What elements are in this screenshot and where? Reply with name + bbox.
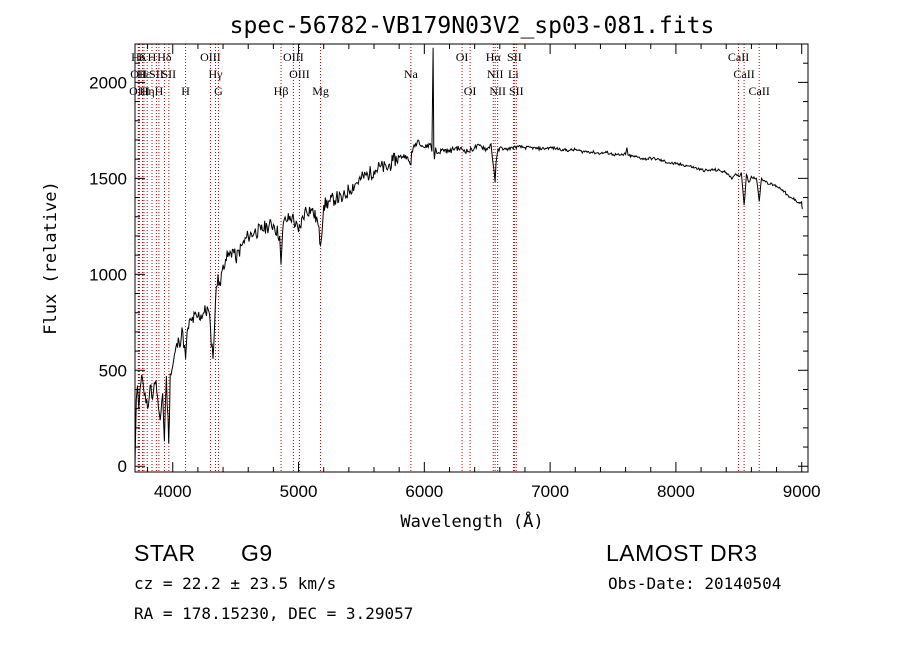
x-tick-label: 9000: [783, 482, 821, 501]
emission-line-label: NII: [489, 84, 506, 98]
object-class: STAR: [134, 540, 196, 566]
x-tick-label: 7000: [531, 482, 569, 501]
emission-line-label: H: [155, 84, 164, 98]
emission-line-label: H: [181, 84, 190, 98]
y-tick-label: 500: [99, 361, 127, 380]
spectrum-series-line: [134, 47, 803, 467]
y-tick-label: 1500: [89, 169, 127, 188]
spectral-subclass: G9: [241, 540, 273, 566]
emission-line-label: OIII: [200, 50, 221, 64]
chart-title: spec-56782-VB179N03V2_sp03-081.fits: [230, 13, 715, 39]
emission-line-label: H: [148, 50, 157, 64]
x-tick-label: 8000: [657, 482, 695, 501]
emission-line-label: SII: [162, 67, 177, 81]
emission-line-label: G: [214, 84, 223, 98]
x-tick-label: 5000: [280, 482, 318, 501]
emission-line-label: Hη: [140, 84, 155, 98]
emission-line-label: Hα: [486, 50, 502, 64]
axis-ticks: 4000 5000 6000 7000 8000 9000 0 500 1000 1500 2000: [89, 44, 821, 501]
x-axis-label: Wavelength (Å): [400, 510, 543, 532]
emission-line-label: SII: [509, 84, 524, 98]
emission-line-label: CaII: [733, 67, 754, 81]
y-axis-label: Flux (relative): [41, 181, 61, 335]
y-tick-label: 0: [118, 457, 127, 476]
emission-line-label: K: [138, 50, 147, 64]
x-tick-label: 4000: [154, 482, 192, 501]
emission-line-label: SII: [507, 50, 522, 64]
plot-frame: [134, 43, 809, 473]
emission-line-label: CaII: [728, 50, 749, 64]
emission-line-label: Na: [404, 67, 419, 81]
emission-line-label: Hδ: [157, 50, 172, 64]
x-tick-label: 6000: [405, 482, 443, 501]
emission-line-label: OI: [464, 84, 477, 98]
emission-line-label: OIII: [129, 84, 150, 98]
emission-line-label: Hβ: [274, 84, 289, 98]
y-tick-label: 1000: [89, 265, 127, 284]
emission-line-label: OI: [456, 50, 469, 64]
y-tick-label: 2000: [89, 73, 127, 92]
emission-line-label: CaII: [749, 84, 770, 98]
emission-line-label: Hγ: [209, 67, 224, 81]
emission-line-label: OIII: [289, 67, 310, 81]
emission-line-label: SII: [149, 67, 164, 81]
coordinates-readout: RA = 178.15230, DEC = 3.29057: [134, 604, 414, 623]
emission-line-markers: HδOIIOIIIKHεHηHSIIHHδSIIHOIIIHγGHβOIIIOI…: [129, 44, 770, 472]
emission-line-label: Mg: [312, 84, 329, 98]
observation-date: Obs-Date: 20140504: [608, 574, 782, 593]
redshift-readout: cz = 22.2 ± 23.5 km/s: [134, 574, 337, 593]
emission-line-label: Li: [508, 67, 519, 81]
emission-line-label: OIII: [283, 50, 304, 64]
emission-line-label: NII: [487, 67, 504, 81]
survey-name: LAMOST DR3: [606, 540, 758, 566]
